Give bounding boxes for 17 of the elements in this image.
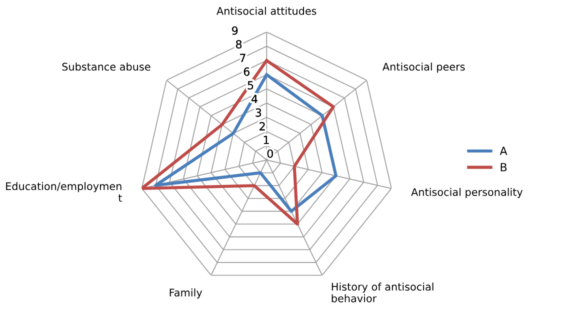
y-tick-label: 0: [267, 149, 273, 158]
spoke-label: Family: [170, 288, 202, 299]
spoke-label: Antisocial peers: [382, 62, 465, 73]
spoke-label: Education/employmen t: [6, 182, 122, 202]
spoke-label: Antisocial attitudes: [216, 6, 316, 15]
y-tick-label: 1: [264, 136, 269, 144]
y-tick-label: 8: [236, 40, 242, 48]
y-tick-label: 6: [244, 67, 250, 76]
y-tick-label: 2: [260, 122, 265, 130]
y-tick-label: 3: [256, 108, 262, 117]
legend-label: B: [500, 163, 507, 172]
legend-label: A: [500, 146, 508, 155]
spoke-label: Antisocial personality: [411, 188, 523, 198]
y-tick-label: 9: [232, 26, 238, 35]
spoke-label: History of antisocial behavior: [332, 282, 434, 302]
spoke-label: Substance abuse: [62, 62, 150, 71]
y-tick-label: 7: [240, 54, 246, 62]
